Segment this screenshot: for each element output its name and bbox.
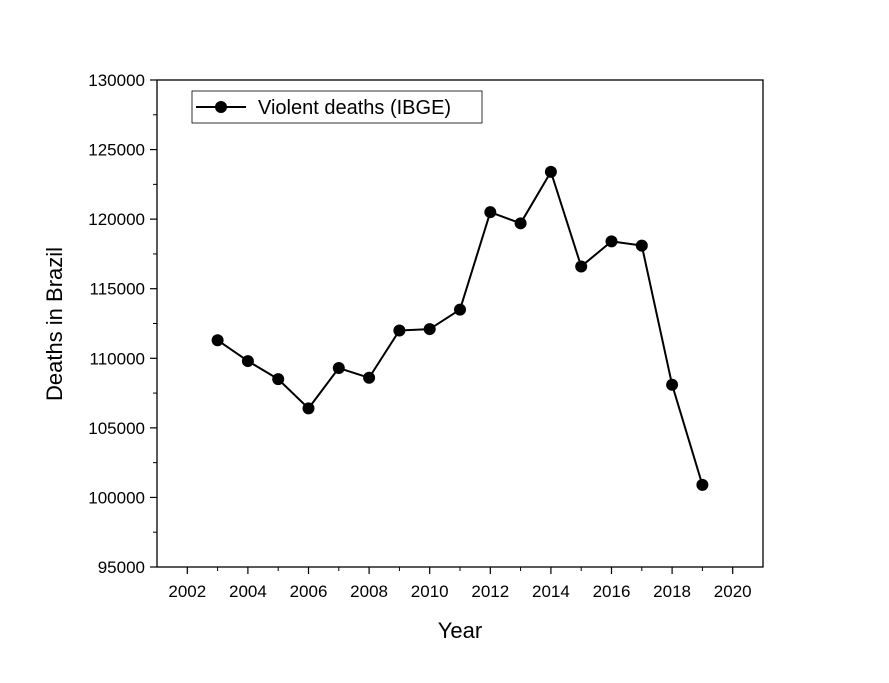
data-point [514, 217, 527, 230]
data-point [454, 303, 466, 316]
data-point [575, 260, 588, 273]
data-point [696, 478, 709, 491]
y-axis-title: Deaths in Brazil [42, 247, 67, 401]
y-tick-label: 95000 [98, 558, 145, 577]
x-tick-label: 2010 [411, 582, 449, 601]
y-tick-label: 110000 [90, 349, 145, 368]
data-point [635, 239, 648, 252]
data-point [241, 355, 254, 368]
x-tick-label: 2008 [350, 582, 388, 601]
x-tick-label: 2012 [471, 582, 509, 601]
y-tick-label: 120000 [88, 210, 145, 229]
x-tick-label: 2004 [229, 582, 267, 601]
plot-frame [156, 79, 764, 568]
data-point [272, 373, 285, 386]
series-line [217, 170, 704, 486]
data-point [484, 206, 497, 219]
y-tick-label: 130000 [88, 71, 145, 90]
x-tick-label: 2006 [290, 582, 328, 601]
data-point [332, 362, 345, 375]
x-tick-label: 2020 [714, 582, 752, 601]
legend-marker-swatch [215, 101, 227, 113]
x-tick-label: 2002 [168, 582, 206, 601]
y-axis: 95000 100000 105000 110000 115000 120000 12500… [88, 71, 157, 577]
y-tick-label: 115000 [90, 280, 145, 299]
x-tick-label: 2018 [653, 582, 691, 601]
data-point [544, 165, 557, 178]
y-tick-label: 105000 [88, 419, 145, 438]
x-axis-title: Year [438, 618, 482, 643]
legend-label: Violent deaths (IBGE) [258, 97, 451, 119]
x-tick-label: 2014 [532, 582, 570, 601]
legend: Violent deaths (IBGE) [191, 90, 483, 124]
y-tick-label: 125000 [88, 141, 145, 160]
data-point [363, 371, 376, 384]
data-point [605, 235, 618, 248]
data-point [211, 334, 224, 347]
data-point [393, 324, 406, 337]
data-point [666, 378, 679, 391]
data-point [423, 323, 436, 336]
series-layer [211, 165, 709, 491]
x-tick-label: 2016 [593, 582, 631, 601]
data-point [302, 402, 315, 415]
y-tick-label: 100000 [88, 488, 145, 507]
x-axis: 2002 2004 2006 2008 2010 2012 2014 2016 2018 2020 [168, 567, 752, 601]
